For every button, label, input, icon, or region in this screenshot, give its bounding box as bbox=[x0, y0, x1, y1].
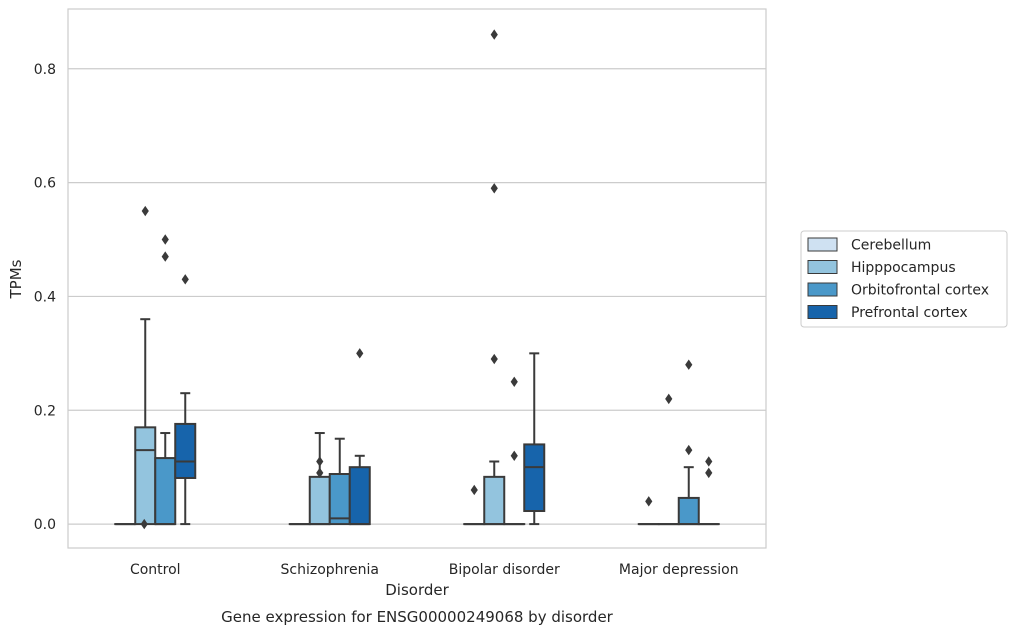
outlier-point bbox=[705, 456, 713, 467]
outlier-point bbox=[161, 234, 169, 245]
box-body bbox=[174, 422, 197, 479]
box-plot-area bbox=[114, 29, 720, 530]
outlier-point bbox=[490, 353, 498, 365]
box-orbitofrontal-cortex bbox=[328, 437, 351, 526]
outlier-point bbox=[685, 359, 693, 370]
box-hipppocampus bbox=[657, 393, 680, 526]
outlier-point bbox=[510, 450, 518, 461]
outlier-point bbox=[685, 444, 693, 456]
box-prefrontal-cortex bbox=[697, 456, 720, 526]
box-hipppocampus bbox=[134, 205, 157, 526]
legend-swatch bbox=[807, 305, 838, 319]
x-axis-label: Disorder bbox=[385, 581, 449, 599]
outlier-point bbox=[490, 29, 498, 40]
legend: Cerebellum Hipppocampus Orbitofrontal cort… bbox=[800, 230, 1008, 328]
legend-swatch bbox=[807, 282, 838, 297]
y-tick-label: 0.8 bbox=[34, 62, 56, 78]
plot-frame bbox=[67, 8, 767, 549]
box-hipppocampus bbox=[483, 29, 506, 526]
outlier-point bbox=[356, 348, 364, 359]
legend-swatch bbox=[807, 260, 838, 274]
legend-swatch bbox=[807, 237, 838, 252]
box-orbitofrontal-cortex bbox=[154, 234, 177, 526]
box-body bbox=[483, 475, 506, 526]
y-tick-label: 0.4 bbox=[34, 289, 56, 305]
legend-label: Prefrontal cortex bbox=[851, 305, 968, 321]
box-body bbox=[523, 443, 546, 513]
y-tick-label: 0.0 bbox=[34, 517, 56, 533]
x-tick-label: Major depression bbox=[619, 562, 739, 578]
outlier-point bbox=[665, 393, 673, 405]
outlier-point bbox=[140, 518, 148, 530]
outlier-point bbox=[705, 467, 713, 479]
box-body bbox=[308, 475, 331, 526]
box-prefrontal-cortex bbox=[523, 352, 546, 526]
y-tick-label: 0.6 bbox=[34, 176, 56, 192]
box-orbitofrontal-cortex bbox=[503, 376, 526, 526]
outlier-point bbox=[645, 496, 653, 507]
legend-label: Cerebellum bbox=[851, 238, 931, 254]
outlier-point bbox=[490, 183, 498, 194]
outlier-point bbox=[470, 484, 478, 496]
box-body bbox=[348, 466, 371, 526]
outlier-point bbox=[181, 274, 189, 285]
outlier-point bbox=[510, 376, 518, 388]
x-tick-label: Control bbox=[130, 562, 181, 578]
x-tick-label: Bipolar disorder bbox=[449, 562, 560, 578]
grid-lines bbox=[68, 68, 766, 525]
box-orbitofrontal-cortex bbox=[677, 359, 700, 526]
outlier-point bbox=[316, 467, 324, 479]
legend-frame bbox=[800, 230, 1008, 328]
y-axis-ticks: 0.0 0.2 0.4 0.6 0.8 bbox=[34, 62, 56, 533]
x-axis-ticks: Control Schizophrenia Bipolar disorder Majo… bbox=[130, 562, 739, 578]
box-body bbox=[134, 426, 157, 526]
outlier-point bbox=[141, 205, 149, 217]
box-body bbox=[677, 496, 700, 526]
legend-label: Hipppocampus bbox=[851, 260, 956, 276]
box-prefrontal-cortex bbox=[348, 348, 371, 526]
y-tick-label: 0.2 bbox=[34, 403, 56, 419]
x-tick-label: Schizophrenia bbox=[281, 562, 379, 578]
chart-caption: Gene expression for ENSG00000249068 by d… bbox=[221, 608, 614, 626]
outlier-point bbox=[316, 456, 324, 467]
box-body bbox=[328, 473, 351, 526]
box-body bbox=[154, 457, 177, 526]
legend-label: Orbitofrontal cortex bbox=[851, 283, 989, 299]
y-axis-label: TPMs bbox=[7, 259, 25, 299]
box-prefrontal-cortex bbox=[174, 274, 197, 526]
outlier-point bbox=[161, 251, 169, 262]
box-hipppocampus bbox=[308, 432, 331, 526]
